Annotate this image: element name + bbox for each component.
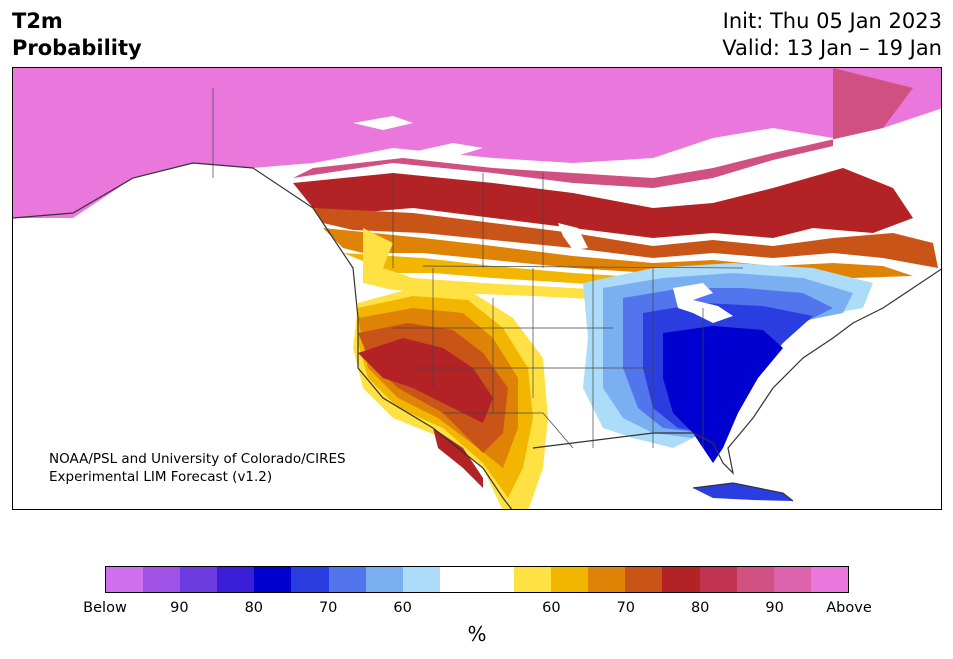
coastlines	[13, 162, 941, 509]
map-graphic	[13, 68, 941, 509]
colorbar-tick-label: 70	[318, 600, 338, 616]
colorbar	[105, 566, 849, 593]
colorbar-segment	[143, 567, 181, 592]
colorbar-segment	[773, 567, 811, 592]
colorbar-segment	[291, 567, 329, 592]
colorbar-tick-label: 90	[765, 600, 784, 616]
below-80-region	[663, 326, 783, 463]
colorbar-segment	[810, 567, 848, 592]
colorbar-segment	[402, 567, 440, 592]
credit-line-2: Experimental LIM Forecast (v1.2)	[49, 469, 273, 485]
valid-range: Valid: 13 Jan – 19 Jan	[722, 36, 942, 60]
northern-lake-1	[353, 116, 413, 130]
forecast-map	[12, 67, 942, 510]
colorbar-segment	[328, 567, 366, 592]
colorbar-segment	[514, 567, 552, 592]
credit-line-1: NOAA/PSL and University of Colorado/CIRE…	[49, 451, 346, 467]
colorbar-segment	[439, 567, 477, 592]
colorbar-segment	[551, 567, 589, 592]
colorbar-segment	[217, 567, 255, 592]
sw-above-80	[358, 338, 493, 423]
baja-warm	[433, 428, 483, 488]
colorbar-tick-label: 60	[393, 600, 412, 616]
init-date: Init: Thu 05 Jan 2023	[722, 9, 942, 33]
caribbean-cold	[693, 483, 793, 501]
winnipeg-lake	[558, 223, 588, 250]
title-kind: Probability	[12, 36, 142, 60]
colorbar-tick-label: 60	[542, 600, 561, 616]
borders	[212, 88, 744, 449]
colorbar-tick-label: Below	[83, 600, 127, 616]
above-80-region	[293, 168, 913, 238]
northern-lake-2	[408, 143, 483, 160]
above-90-region	[13, 68, 941, 218]
colorbar-segment	[180, 567, 218, 592]
colorbar-segment	[588, 567, 626, 592]
great-lakes	[673, 283, 733, 323]
above-55-region	[363, 228, 843, 306]
forecast-dates: Init: Thu 05 Jan 2023 Valid: 13 Jan – 19…	[722, 8, 942, 62]
colorbar-segment	[625, 567, 663, 592]
colorbar-segment	[699, 567, 737, 592]
colorbar-tick-label: 80	[690, 600, 710, 616]
colorbar-tick-label: 90	[170, 600, 189, 616]
colorbar-segment	[662, 567, 700, 592]
map-title: T2m Probability	[12, 8, 142, 62]
colorbar-unit: %	[467, 622, 487, 646]
forecast-credit: NOAA/PSL and University of Colorado/CIRE…	[49, 450, 346, 486]
above-85-region	[293, 68, 913, 188]
title-variable: T2m	[12, 9, 63, 33]
colorbar-tick-label: Above	[826, 600, 872, 616]
above-75-region	[313, 208, 938, 268]
colorbar-tick-label: 80	[244, 600, 264, 616]
colorbar-segment	[254, 567, 292, 592]
colorbar-segment	[106, 567, 144, 592]
colorbar-segment	[476, 567, 515, 592]
colorbar-segment	[365, 567, 403, 592]
colorbar-tick-label: 70	[616, 600, 636, 616]
colorbar-segment	[736, 567, 774, 592]
